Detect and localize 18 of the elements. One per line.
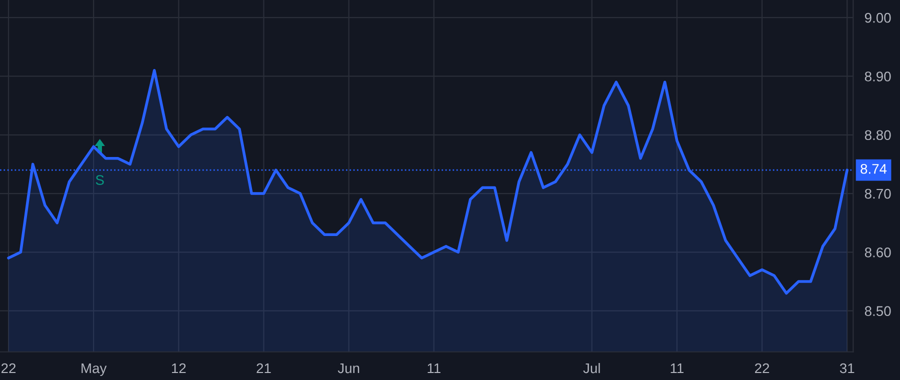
x-tick-label: 31: [840, 363, 854, 374]
y-tick-label: 8.90: [864, 72, 891, 82]
x-tick-label: Jun: [338, 364, 360, 374]
y-tick-label: 8.80: [864, 130, 891, 140]
x-tick-label: May: [82, 364, 107, 376]
x-tick-label: 12: [172, 363, 186, 374]
y-tick-label: 9.00: [864, 12, 891, 23]
x-tick-label: 22: [755, 363, 770, 374]
x-tick-label: 11: [670, 364, 684, 374]
ref-line-label: 8.74: [860, 164, 887, 174]
annotation: S: [96, 175, 104, 185]
x-tick-label: 22: [1, 363, 16, 374]
x-tick-label: Jul: [583, 362, 600, 374]
x-tick-label: 21: [256, 363, 271, 374]
x-tick-label: 11: [428, 364, 440, 374]
y-tick-label: 8.60: [864, 248, 891, 258]
y-tick-label: 8.50: [864, 306, 891, 316]
y-tick-label: 8.70: [864, 188, 891, 199]
